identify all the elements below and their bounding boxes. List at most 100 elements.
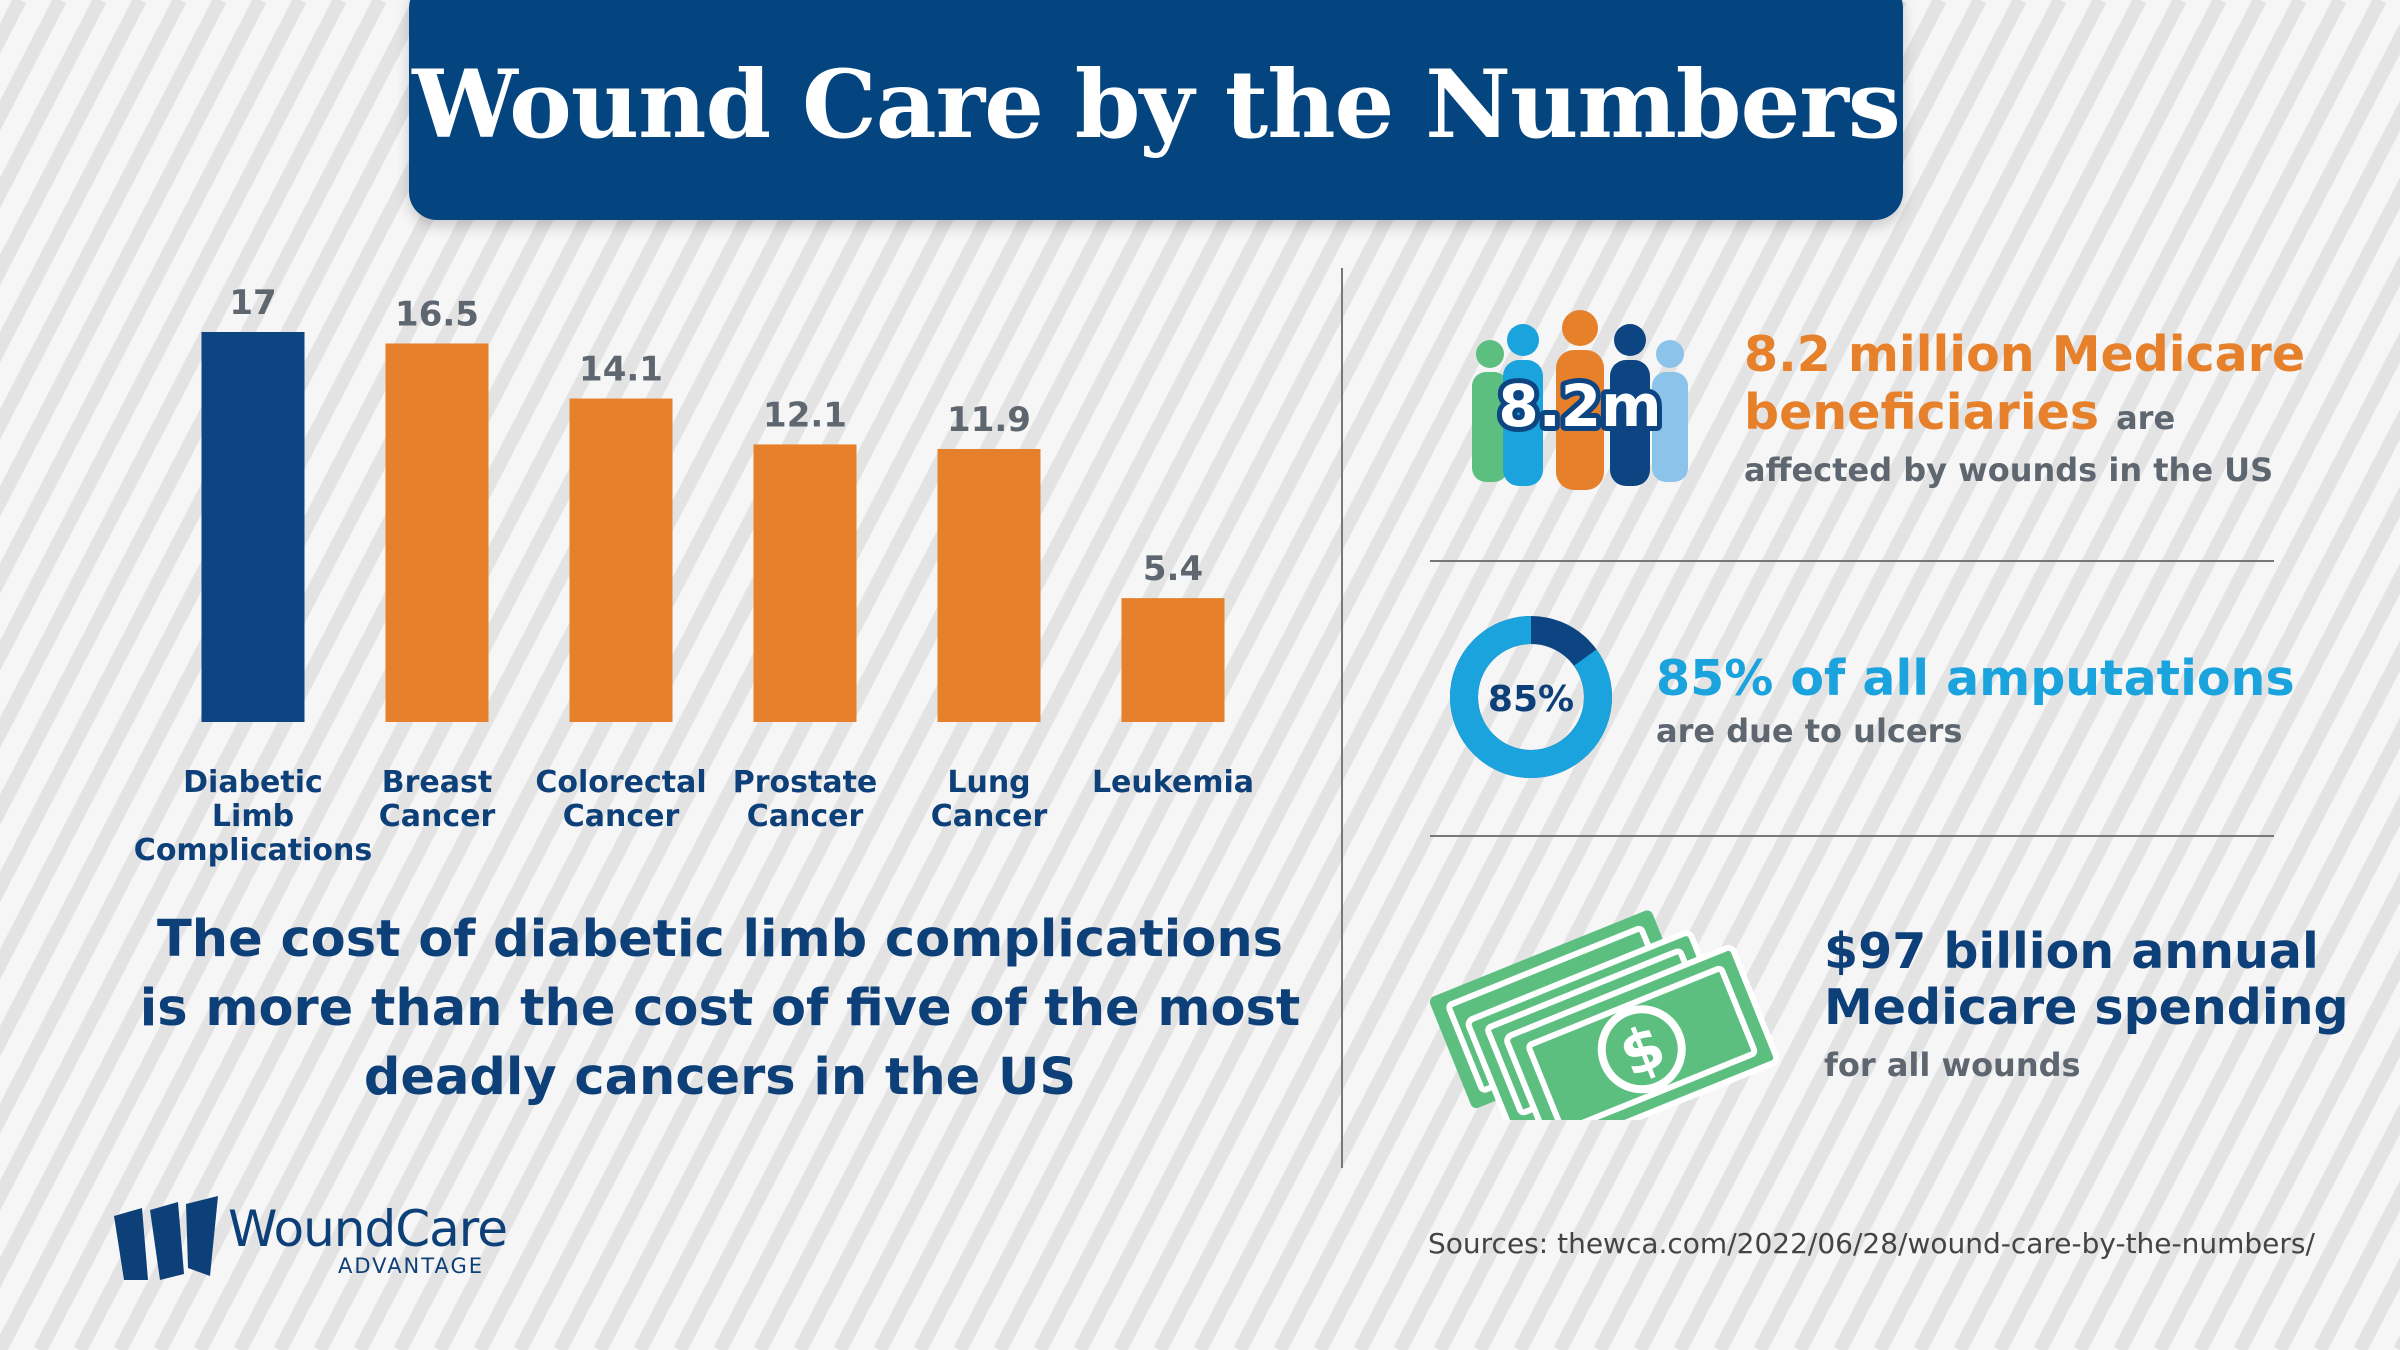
background-stripe — [1593, 0, 2307, 1350]
background-stripe — [0, 0, 307, 594]
background-stripe — [1633, 0, 2347, 1350]
background-stripe — [1673, 0, 2387, 1350]
background-stripe — [1833, 254, 2400, 1350]
caption-line-3: deadly cancers in the US — [363, 1048, 1077, 1107]
background-stripe — [0, 0, 147, 286]
category-label: Cancer — [563, 799, 680, 834]
background-stripe — [2193, 949, 2400, 1350]
background-stripe — [393, 0, 1107, 1350]
amputation-donut-chart: 85% — [1450, 616, 1612, 778]
background-stripe — [0, 0, 187, 363]
background-stripe — [1273, 0, 1987, 1350]
stat-beneficiaries: 8.2 million Medicare beneficiaries are a… — [1744, 326, 2305, 493]
background-stripe — [2233, 1026, 2400, 1350]
beneficiaries-heading-line-1: 8.2 million Medicare — [1744, 326, 2306, 383]
background-stripe — [153, 0, 867, 1350]
background-stripe — [1913, 409, 2400, 1350]
background-stripe — [1873, 331, 2400, 1350]
chart-caption: The cost of diabetic limb complications … — [120, 905, 1320, 1112]
stat-amputations: 85% of all amputations are due to ulcers — [1656, 650, 2295, 754]
category-label: Colorectal — [535, 765, 706, 800]
background-stripe — [0, 0, 667, 1289]
money-icon: $ — [1429, 910, 1780, 1120]
bar — [201, 332, 305, 722]
category-label: Limb — [212, 799, 294, 834]
bar — [937, 449, 1041, 722]
background-stripe — [353, 0, 1067, 1350]
background-stripe — [0, 0, 467, 903]
donut-value-arc — [1450, 616, 1612, 778]
amputations-subtext: are due to ulcers — [1656, 712, 1963, 750]
background-stripe — [0, 0, 107, 209]
bar — [385, 343, 489, 722]
background-stripe — [0, 0, 27, 54]
background-stripe — [0, 0, 387, 749]
bar-value-label: 5.4 — [1143, 549, 1203, 589]
bar-value-label: 11.9 — [947, 400, 1031, 440]
bar — [569, 398, 673, 722]
background-stripe — [1313, 0, 2027, 1350]
background-stripe — [193, 0, 907, 1350]
background-stripe — [0, 0, 507, 980]
background-stripe — [1193, 0, 1907, 1350]
background-stripe — [1073, 0, 1787, 1350]
background-stripe — [2153, 871, 2400, 1350]
amputations-heading: 85% of all amputations — [1656, 650, 2295, 707]
bar-value-label: 14.1 — [579, 350, 663, 390]
donut-label: 85% — [1488, 679, 1574, 720]
vertical-divider — [1341, 268, 1343, 1168]
background-stripe — [2113, 794, 2400, 1350]
bar-value-label: 12.1 — [763, 395, 847, 435]
background-stripe — [0, 0, 227, 440]
category-label: Cancer — [931, 799, 1048, 834]
category-label: Cancer — [747, 799, 864, 834]
bar-value-label: 16.5 — [395, 294, 479, 334]
background-stripe — [553, 0, 1267, 1350]
background-stripe — [1433, 0, 2147, 1350]
category-label: Breast — [382, 765, 492, 800]
background-stripe — [993, 0, 1707, 1350]
background-stripe — [2033, 640, 2400, 1350]
spending-subtext: for all wounds — [1824, 1046, 2081, 1084]
category-label: Diabetic — [183, 765, 323, 800]
caption-line-2: is more than the cost of five of the mos… — [139, 979, 1301, 1038]
background-stripe — [1393, 0, 2107, 1350]
category-label: Lung — [947, 765, 1030, 800]
background-stripe — [0, 0, 547, 1057]
people-icon-label: 8.2m — [1498, 372, 1661, 440]
background-stripe — [0, 0, 267, 517]
background-stripe — [1153, 0, 1867, 1350]
woundcare-logo: WoundCare ADVANTAGE — [108, 1194, 508, 1284]
background-stripe — [1473, 0, 2187, 1350]
category-label: Leukemia — [1092, 765, 1254, 800]
stat-spending: $97 billion annual Medicare spending for… — [1824, 924, 2349, 1088]
background-stripe — [1033, 0, 1747, 1350]
background-stripe — [753, 0, 1467, 1350]
bar — [753, 444, 857, 722]
background-stripe — [1553, 0, 2267, 1350]
background-stripe — [953, 0, 1667, 1350]
title-banner: Wound Care by the Numbers — [409, 0, 1903, 220]
logo-tagline: ADVANTAGE — [338, 1254, 484, 1278]
category-label: Cancer — [379, 799, 496, 834]
bar-chart: 17DiabeticLimbComplications16.5BreastCan… — [134, 283, 1254, 868]
bar — [1121, 598, 1225, 722]
background-stripe — [1513, 0, 2227, 1350]
bar-value-label: 17 — [229, 283, 276, 323]
background-stripe — [1793, 177, 2400, 1350]
page-title: Wound Care by the Numbers — [412, 50, 1901, 160]
spending-heading-line-2: Medicare spending — [1824, 979, 2349, 1036]
horizontal-divider-2 — [1430, 835, 2274, 837]
background-stripe — [0, 0, 707, 1350]
woundcare-logo-mark-icon — [114, 1196, 218, 1280]
caption-line-1: The cost of diabetic limb complications — [157, 910, 1283, 969]
logo-name: WoundCare — [228, 1200, 508, 1258]
spending-heading-line-1: $97 billion annual — [1824, 923, 2319, 980]
background-stripe — [873, 0, 1587, 1350]
sources-text: Sources: thewca.com/2022/06/28/wound-car… — [1428, 1227, 2315, 1260]
beneficiaries-heading-word: beneficiaries — [1744, 384, 2100, 441]
background-stripe — [1993, 563, 2400, 1350]
background-stripe — [1353, 0, 2067, 1350]
background-stripe — [1713, 23, 2400, 1350]
category-label: Prostate — [733, 765, 878, 800]
